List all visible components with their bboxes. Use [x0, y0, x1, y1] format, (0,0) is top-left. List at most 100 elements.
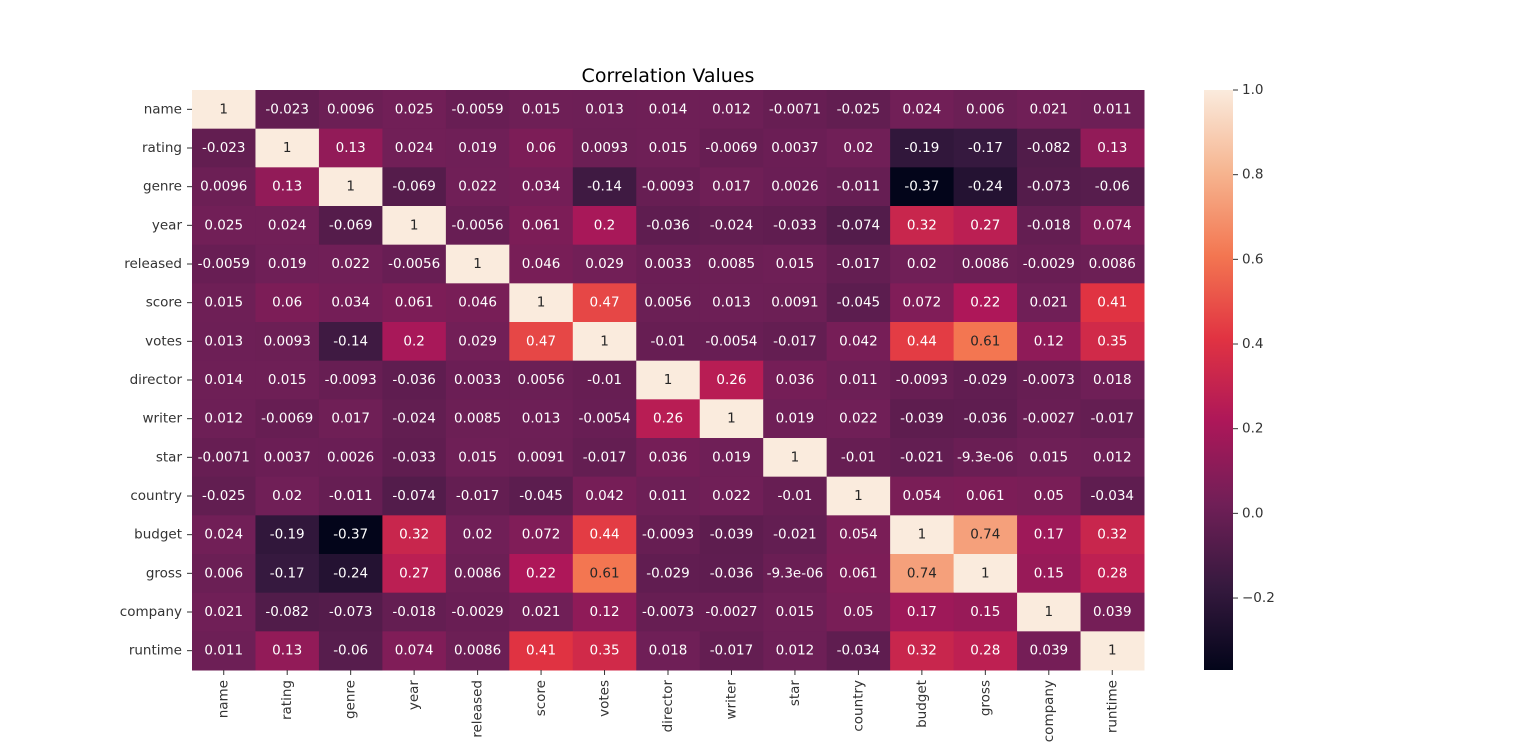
cell-value-label: 0.012: [776, 643, 815, 659]
heatmap-cell-director-rating: [255, 360, 320, 400]
heatmap-cell-budget-director: [636, 515, 701, 555]
heatmap-cell-rating-rating: [255, 128, 320, 168]
heatmap-cell-name-country: [826, 90, 891, 130]
heatmap-cell-star-company: [1017, 438, 1082, 478]
heatmap-cell-year-writer: [699, 206, 764, 246]
cell-value-label: 0.0026: [327, 449, 374, 465]
cell-value-label: 0.06: [272, 295, 302, 311]
cell-value-label: 0.024: [903, 101, 942, 117]
heatmap-cell-name-year: [382, 90, 447, 130]
heatmap-cell-writer-company: [1017, 399, 1082, 439]
heatmap-cell-rating-writer: [699, 128, 764, 168]
heatmap-cell-votes-star: [763, 322, 828, 362]
cell-value-label: 0.012: [1093, 449, 1132, 465]
cell-value-label: -0.01: [651, 333, 686, 349]
heatmap-cell-name-writer: [699, 90, 764, 130]
cell-value-label: 0.042: [585, 488, 624, 504]
heatmap-cell-director-genre: [318, 360, 383, 400]
heatmap-cell-name-runtime: [1080, 90, 1145, 130]
heatmap-cell-year-votes: [572, 206, 637, 246]
heatmap-cell-year-gross: [953, 206, 1018, 246]
heatmap-cell-runtime-year: [382, 631, 447, 671]
heatmap-cell-score-votes: [572, 283, 637, 323]
heatmap-cell-country-writer: [699, 476, 764, 516]
cell-value-label: 0.17: [907, 604, 937, 620]
heatmap-cell-country-gross: [953, 476, 1018, 516]
cell-value-label: 0.013: [712, 295, 751, 311]
heatmap-cell-rating-gross: [953, 128, 1018, 168]
heatmap-cell-budget-budget: [890, 515, 955, 555]
colorbar: 1.0 0.8 0.6 0.4 0.2 0.0 −0.2: [1204, 82, 1275, 670]
cell-value-label: 0.0033: [644, 256, 691, 272]
heatmap-cell-score-director: [636, 283, 701, 323]
heatmap-cell-country-genre: [318, 476, 383, 516]
cell-value-label: 0.061: [395, 295, 434, 311]
heatmap-cell-rating-budget: [890, 128, 955, 168]
y-tick-label: year: [152, 217, 183, 233]
heatmap-cell-runtime-writer: [699, 631, 764, 671]
heatmap-cell-votes-runtime: [1080, 322, 1145, 362]
cell-value-label: 0.017: [712, 179, 751, 195]
cell-value-label: -0.0093: [642, 527, 694, 543]
x-tick-label: released: [470, 680, 486, 738]
cell-value-label: 0.32: [399, 527, 429, 543]
heatmap-cell-score-released: [445, 283, 510, 323]
cell-value-label: -0.0093: [896, 372, 948, 388]
cell-value-label: -0.036: [646, 217, 690, 233]
heatmap-cell-score-gross: [953, 283, 1018, 323]
heatmap-cell-genre-score: [509, 167, 574, 207]
heatmap-cell-year-score: [509, 206, 574, 246]
cell-value-label: -0.017: [773, 333, 817, 349]
cell-value-label: -0.24: [333, 565, 368, 581]
y-tick-label: company: [120, 604, 182, 620]
heatmap-cell-runtime-votes: [572, 631, 637, 671]
heatmap-annotations: 1 -0.023 0.0096 0.025 -0.0059 0.015 0.013 0.014…: [198, 101, 1136, 658]
heatmap-cell-budget-genre: [318, 515, 383, 555]
heatmap-cell-country-director: [636, 476, 701, 516]
cell-value-label: -0.0029: [1023, 256, 1075, 272]
heatmap-cell-company-year: [382, 592, 447, 632]
heatmap-cell-star-released: [445, 438, 510, 478]
cell-value-label: 0.021: [204, 604, 243, 620]
heatmap-cell-company-writer: [699, 592, 764, 632]
heatmap-cell-score-company: [1017, 283, 1082, 323]
heatmap-cell-company-country: [826, 592, 891, 632]
heatmap-cell-score-name: [192, 283, 256, 323]
cell-value-label: -0.0073: [1023, 372, 1075, 388]
cell-value-label: 0.019: [268, 256, 307, 272]
heatmap-cell-budget-votes: [572, 515, 637, 555]
heatmap-cell-released-country: [826, 244, 891, 284]
cell-value-label: -0.0093: [642, 179, 694, 195]
heatmap-cell-writer-released: [445, 399, 510, 439]
cell-value-label: 0.61: [590, 565, 620, 581]
heatmap-cell-gross-runtime: [1080, 554, 1145, 594]
cell-value-label: 0.012: [204, 411, 243, 427]
heatmap-cell-rating-year: [382, 128, 447, 168]
heatmap-cell-country-star: [763, 476, 828, 516]
heatmap-cell-released-released: [445, 244, 510, 284]
cell-value-label: 0.046: [522, 256, 561, 272]
heatmap-cell-genre-company: [1017, 167, 1082, 207]
cell-value-label: 0.015: [522, 101, 561, 117]
cell-value-label: 0.006: [204, 565, 243, 581]
heatmap-cell-gross-writer: [699, 554, 764, 594]
x-tick-label: director: [660, 680, 676, 733]
cell-value-label: 0.025: [395, 101, 434, 117]
heatmap-cell-year-country: [826, 206, 891, 246]
heatmap-cell-votes-released: [445, 322, 510, 362]
colorbar-tick-label: 0.8: [1242, 167, 1263, 183]
cell-value-label: -0.023: [265, 101, 309, 117]
cell-value-label: 0.021: [1029, 101, 1068, 117]
cell-value-label: -0.036: [392, 372, 436, 388]
heatmap-cell-score-country: [826, 283, 891, 323]
heatmap-cell-writer-votes: [572, 399, 637, 439]
cell-value-label: -0.024: [392, 411, 436, 427]
heatmap-cell-score-writer: [699, 283, 764, 323]
heatmap-cell-director-company: [1017, 360, 1082, 400]
cell-value-label: 1: [791, 449, 800, 465]
heatmap-cell-votes-rating: [255, 322, 320, 362]
heatmap-cell-star-gross: [953, 438, 1018, 478]
cell-value-label: -0.018: [392, 604, 436, 620]
cell-value-label: 0.039: [1093, 604, 1132, 620]
cell-value-label: 0.02: [907, 256, 937, 272]
